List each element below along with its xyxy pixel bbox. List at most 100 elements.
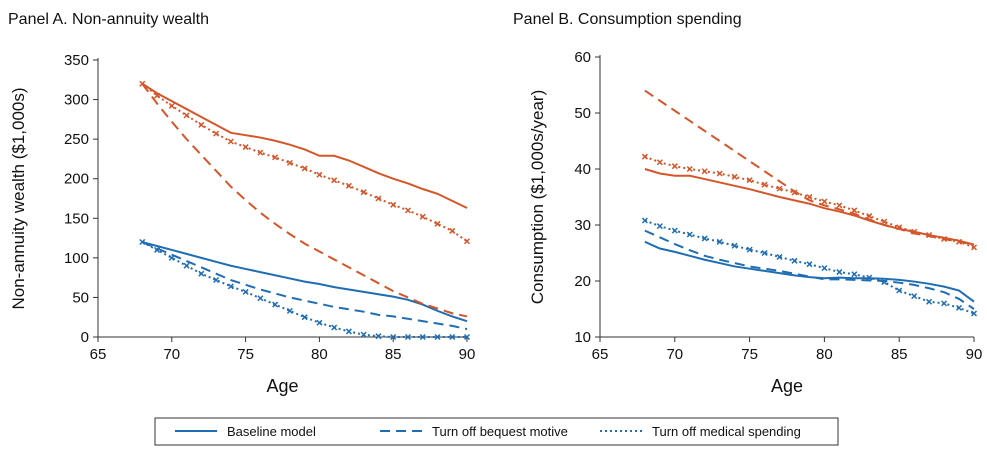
- series-marker: [139, 80, 146, 87]
- series-marker: [360, 331, 367, 338]
- legend-box: [154, 417, 839, 446]
- series-marker: [183, 112, 190, 119]
- series-line: [141, 82, 468, 243]
- series-line: [644, 229, 975, 310]
- series-marker: [154, 246, 161, 253]
- series-marker: [286, 159, 293, 166]
- series-marker: [761, 181, 768, 188]
- series-marker: [671, 163, 678, 170]
- series-marker: [463, 238, 471, 245]
- series-marker: [213, 130, 220, 137]
- series-marker: [463, 333, 471, 341]
- x-tick-label: 65: [592, 346, 609, 363]
- series-line: [141, 82, 468, 209]
- legend-label: Turn off medical spending: [652, 424, 801, 439]
- series-marker: [896, 224, 903, 231]
- x-tick-label: 85: [891, 346, 908, 363]
- series-marker: [345, 182, 352, 189]
- series-marker: [449, 333, 456, 341]
- series-line: [644, 89, 975, 246]
- series-marker: [139, 238, 146, 246]
- series-marker: [911, 293, 918, 300]
- x-tick-label: 70: [666, 346, 683, 363]
- series-marker: [926, 298, 933, 305]
- series-marker: [331, 324, 338, 331]
- series-marker: [434, 220, 441, 227]
- x-axis-label: Age: [771, 376, 803, 396]
- series-marker: [836, 269, 843, 276]
- series-marker: [198, 121, 205, 128]
- y-tick-label: 250: [64, 131, 89, 148]
- series-marker: [671, 227, 678, 234]
- y-tick-label: 100: [64, 250, 89, 267]
- series-marker: [941, 235, 948, 243]
- series-marker: [434, 333, 441, 341]
- series-marker: [404, 333, 411, 341]
- series-marker: [911, 228, 918, 235]
- series-marker: [257, 295, 264, 302]
- x-tick-label: 90: [459, 346, 476, 363]
- series-marker: [716, 170, 723, 177]
- series-marker: [821, 198, 828, 205]
- series-marker: [881, 279, 888, 286]
- y-tick-label: 30: [574, 217, 591, 234]
- series-marker: [641, 217, 648, 224]
- series-marker: [419, 213, 426, 220]
- series-marker: [301, 314, 308, 321]
- series-marker: [449, 227, 456, 234]
- series-marker: [390, 333, 397, 341]
- series-marker: [272, 301, 279, 308]
- series-marker: [761, 249, 768, 257]
- series-marker: [198, 270, 205, 277]
- y-tick-label: 50: [72, 289, 89, 306]
- series-marker: [896, 287, 903, 294]
- series-marker: [656, 223, 663, 230]
- series-marker: [242, 288, 249, 295]
- series-marker: [404, 207, 411, 214]
- series-marker: [791, 189, 798, 196]
- series-marker: [970, 244, 978, 251]
- series-marker: [821, 265, 828, 272]
- series-line: [141, 83, 468, 318]
- y-tick-label: 60: [574, 49, 591, 66]
- series-line: [644, 155, 975, 249]
- series-marker: [257, 149, 264, 156]
- x-axis-label: Age: [266, 376, 298, 396]
- y-tick-label: 40: [574, 161, 591, 178]
- series-marker: [686, 231, 693, 238]
- series-marker: [806, 261, 813, 268]
- series-marker: [375, 333, 382, 340]
- x-tick-label: 85: [385, 346, 402, 363]
- y-tick-label: 20: [574, 273, 591, 290]
- series-marker: [656, 159, 663, 166]
- series-line: [141, 241, 467, 338]
- series-marker: [316, 171, 323, 178]
- series-marker: [316, 319, 323, 326]
- y-axis-label: Non-annuity wealth ($1,000s): [9, 87, 28, 309]
- series-marker: [360, 189, 367, 196]
- series-marker: [227, 138, 234, 145]
- series-marker: [941, 300, 948, 307]
- series-marker: [183, 262, 190, 269]
- series-marker: [806, 193, 813, 201]
- series-marker: [641, 153, 648, 160]
- panel-title: Panel B. Consumption spending: [513, 11, 742, 28]
- series-line: [142, 241, 468, 323]
- series-marker: [970, 310, 978, 317]
- series-marker: [168, 102, 175, 109]
- series-marker: [701, 235, 708, 242]
- x-tick-label: 70: [163, 346, 180, 363]
- series-marker: [213, 276, 220, 284]
- y-tick-label: 150: [64, 210, 89, 227]
- y-tick-label: 10: [574, 329, 591, 346]
- series-marker: [956, 238, 963, 245]
- series-marker: [331, 177, 338, 184]
- series-marker: [686, 165, 693, 173]
- series-marker: [926, 232, 933, 239]
- series-marker: [776, 253, 783, 260]
- series-marker: [168, 254, 175, 261]
- legend-label: Turn off bequest motive: [432, 424, 568, 439]
- series-marker: [776, 185, 783, 192]
- series-marker: [716, 238, 723, 245]
